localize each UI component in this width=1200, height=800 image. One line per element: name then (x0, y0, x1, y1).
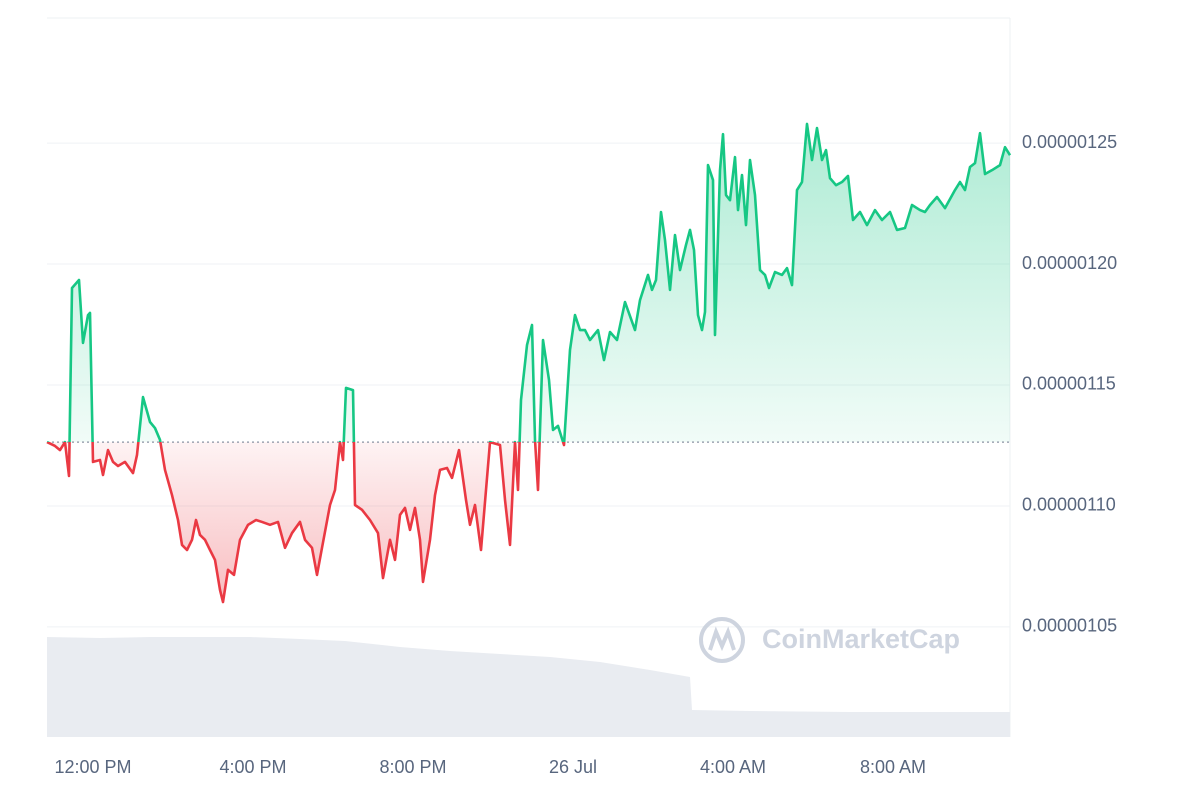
plot: 0.00000105 0.00000110 0.00000115 0.00000120… (46, 122, 1117, 777)
y-tick-label: 0.00000105 (1022, 616, 1117, 636)
x-tick-label: 12:00 PM (54, 757, 131, 777)
price-line (46, 122, 1012, 604)
watermark: CoinMarketCap (699, 617, 960, 663)
y-tick-label: 0.00000120 (1022, 253, 1117, 273)
y-tick-label: 0.00000115 (1022, 374, 1116, 394)
x-tick-label: 26 Jul (549, 757, 597, 777)
watermark-logo-mark (708, 626, 736, 652)
x-tick-label: 4:00 PM (219, 757, 286, 777)
watermark-logo (699, 617, 745, 663)
y-tick-label: 0.00000110 (1022, 495, 1116, 515)
x-tick-label: 8:00 PM (379, 757, 446, 777)
volume-area (47, 637, 1010, 737)
x-tick-label: 8:00 AM (860, 757, 926, 777)
price-area (47, 123, 1010, 603)
x-tick-label: 4:00 AM (700, 757, 766, 777)
watermark-text: CoinMarketCap (762, 624, 960, 654)
y-tick-label: 0.00000125 (1022, 132, 1117, 152)
